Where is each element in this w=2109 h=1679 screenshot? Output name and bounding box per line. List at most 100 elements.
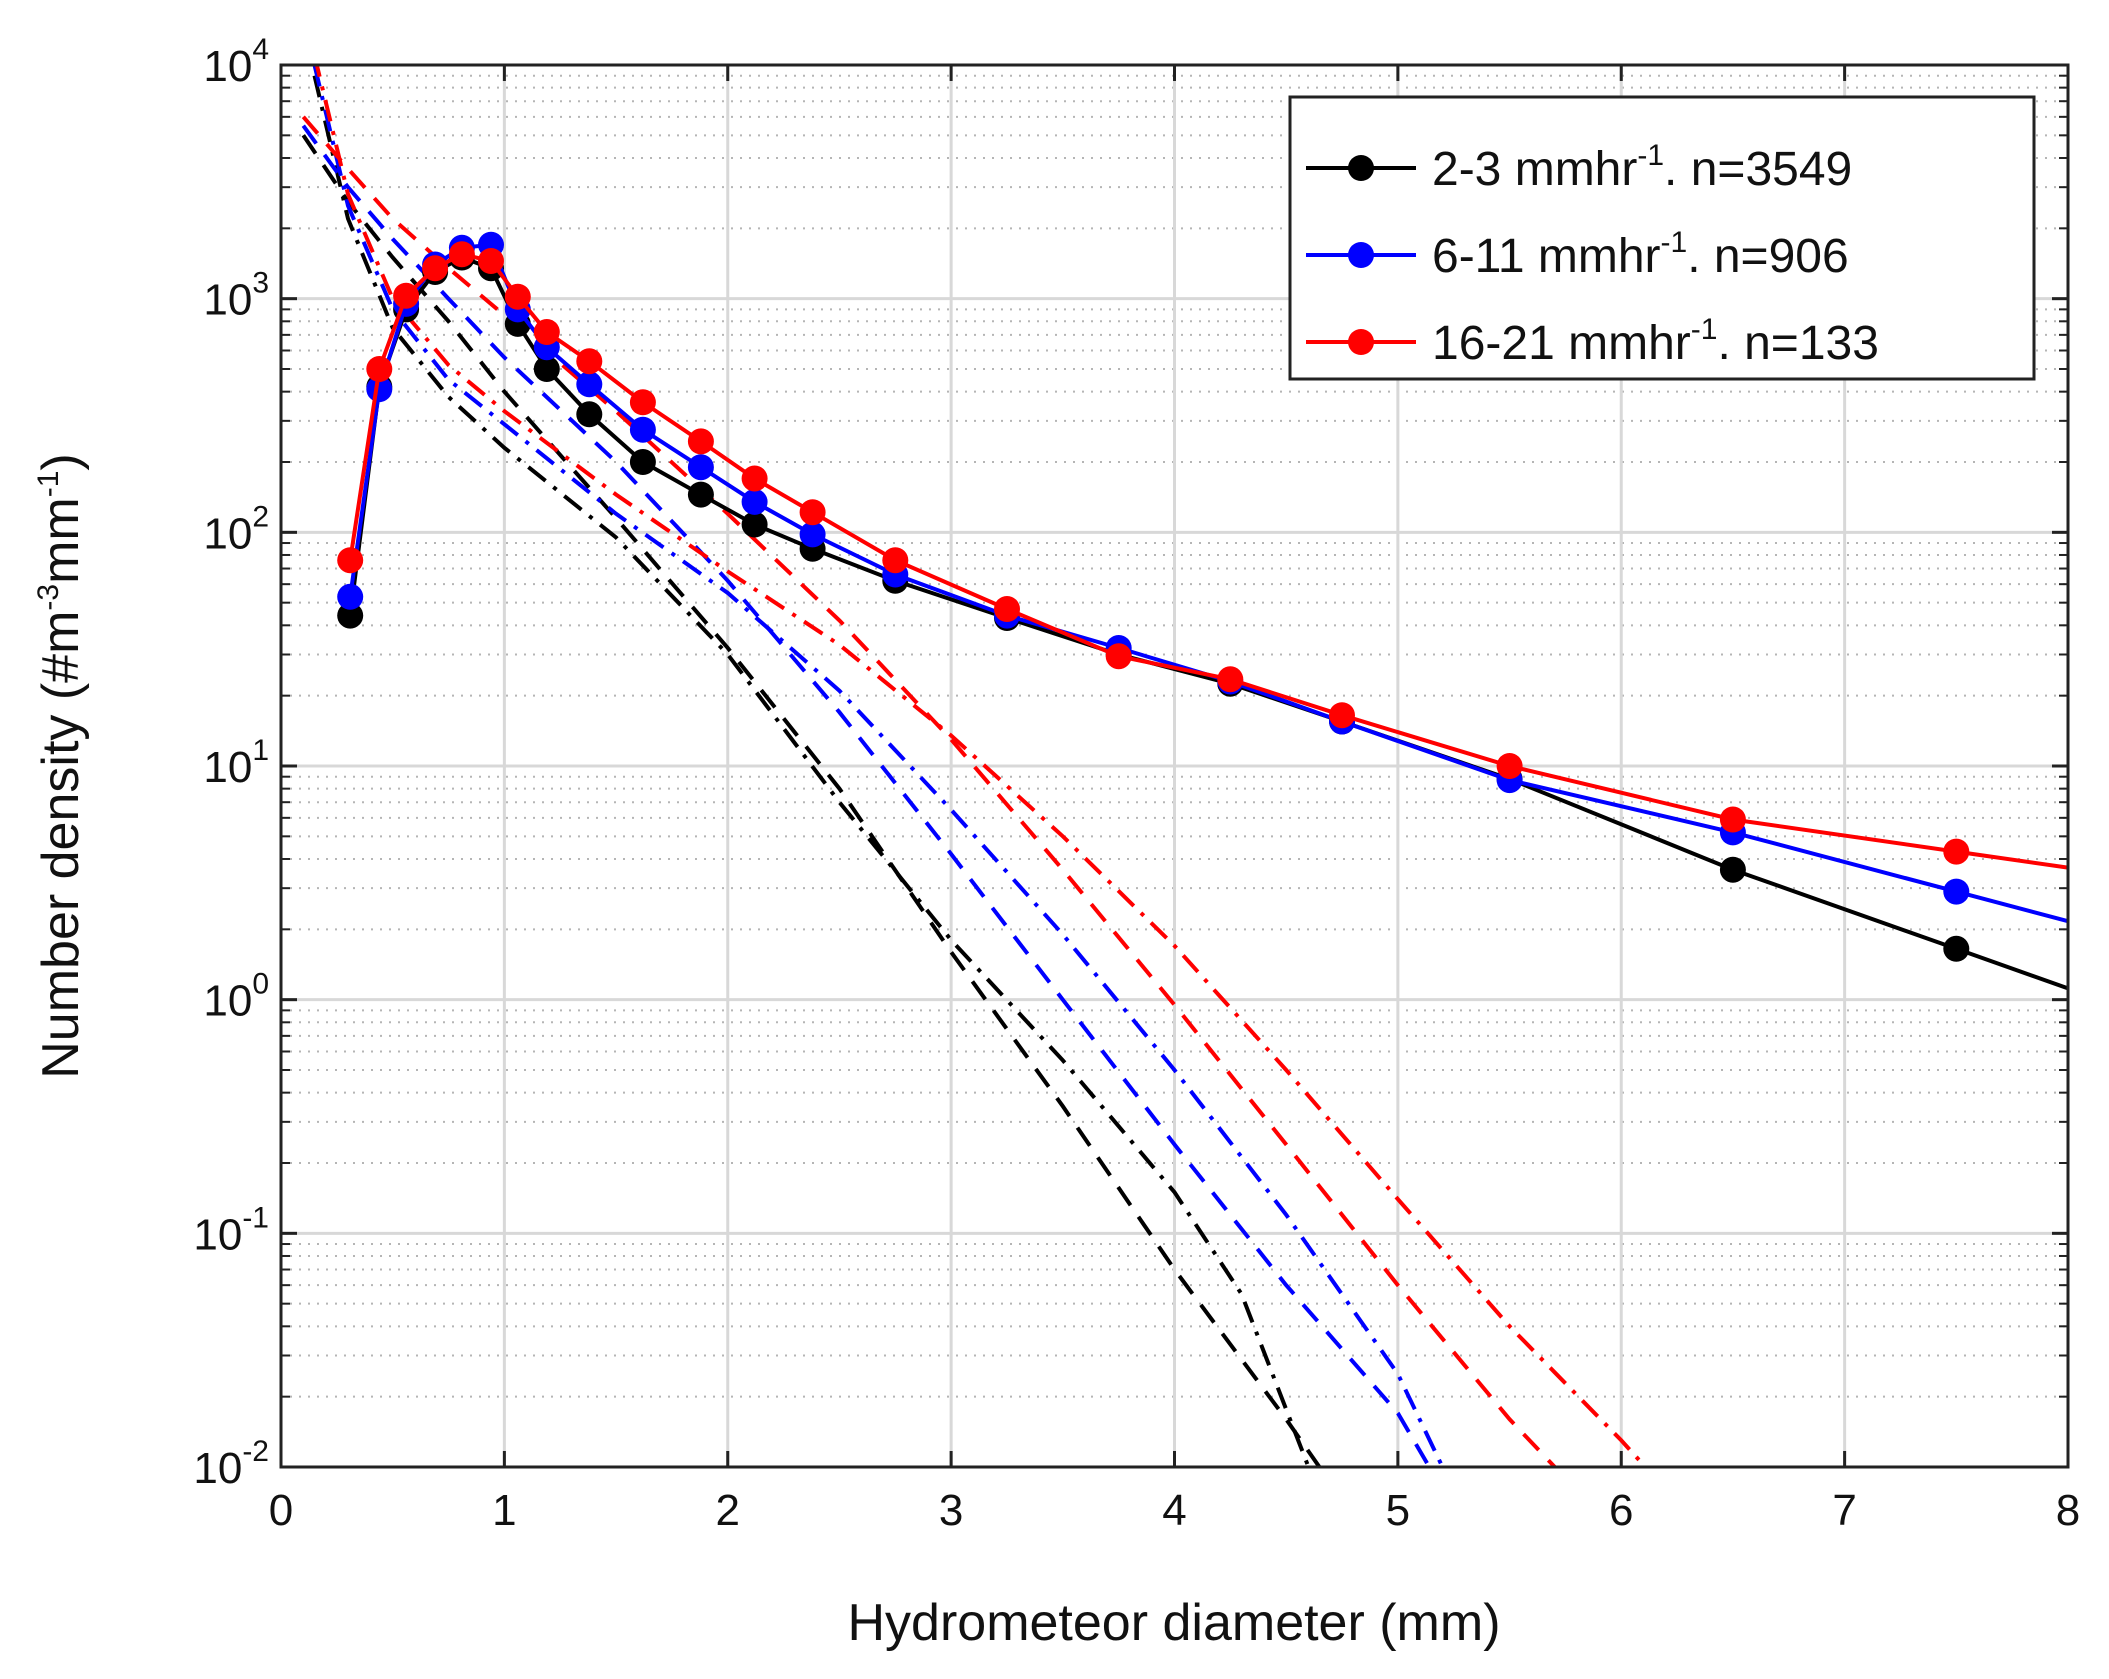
data-point-2	[741, 465, 768, 492]
data-point-0	[741, 511, 768, 538]
data-point-1	[687, 454, 714, 481]
data-point-2	[1943, 838, 1970, 865]
data-point-0	[687, 481, 714, 508]
y-tick-label-base: 10	[193, 1210, 242, 1259]
y-tick-label-base: 10	[193, 1444, 242, 1493]
data-point-2	[504, 283, 531, 310]
data-point-2	[576, 348, 603, 375]
x-tick-label: 0	[269, 1486, 293, 1535]
data-point-2	[799, 499, 826, 526]
legend-marker-0	[1348, 155, 1374, 181]
data-point-2	[1719, 806, 1746, 833]
data-point-0	[1943, 935, 1970, 962]
data-point-2	[1496, 753, 1523, 779]
y-tick-label: 103	[203, 267, 269, 325]
data-point-0	[576, 401, 603, 428]
data-point-0	[533, 356, 560, 382]
legend-label-sup: -1	[1691, 313, 1718, 346]
data-point-2	[422, 255, 449, 282]
data-point-2	[994, 596, 1020, 622]
data-point-2	[448, 241, 475, 268]
data-point-2	[366, 356, 393, 382]
legend-label-1: 6-11 mmhr-1. n=906	[1432, 226, 1849, 283]
y-tick-label: 101	[203, 734, 269, 792]
y-tick-label: 100	[203, 968, 269, 1026]
y-tick-label: 102	[203, 500, 269, 558]
y-tick-label: 104	[203, 33, 269, 91]
data-point-1	[799, 521, 826, 548]
legend-label-2: 16-21 mmhr-1. n=133	[1432, 313, 1879, 370]
data-point-2	[629, 389, 656, 416]
data-point-2	[533, 319, 560, 345]
legend-label-post: . n=906	[1687, 230, 1848, 283]
data-point-0	[1719, 856, 1746, 883]
y-tick-label-exp: -1	[242, 1201, 269, 1234]
y-tick-label-base: 10	[203, 276, 252, 325]
y-tick-label-base: 10	[203, 42, 252, 91]
legend-label-sup: -1	[1661, 226, 1688, 259]
x-axis-title: Hydrometeor diameter (mm)	[847, 1594, 1500, 1652]
legend-marker-2	[1348, 329, 1374, 355]
legend-label-pre: 2-3 mmhr	[1432, 143, 1637, 196]
data-point-2	[478, 248, 504, 274]
legend-label-pre: 16-21 mmhr	[1432, 317, 1691, 370]
y-axis-title-mid: mm	[32, 497, 90, 584]
data-point-2	[1329, 702, 1355, 729]
data-point-1	[576, 371, 603, 398]
data-point-1	[741, 488, 768, 515]
y-axis-title-sup2: -1	[32, 471, 65, 498]
data-point-2	[1217, 666, 1244, 693]
y-axis-title-end: )	[32, 453, 90, 470]
data-point-1	[1943, 878, 1970, 905]
data-point-1	[629, 416, 656, 443]
x-tick-label: 5	[1386, 1486, 1410, 1535]
y-tick-label-base: 10	[203, 977, 252, 1026]
grid	[279, 63, 2070, 1469]
data-point-2	[337, 547, 364, 574]
y-tick-label-exp: -2	[242, 1435, 269, 1468]
series-layer	[301, 65, 2068, 1467]
fit-dashed-line-2	[301, 115, 1558, 1467]
y-tick-label-base: 10	[203, 509, 252, 558]
data-point-2	[882, 547, 909, 574]
y-tick-label: 10-1	[193, 1201, 269, 1259]
y-axis-title-main: Number density (#m	[32, 611, 90, 1079]
y-tick-label: 10-2	[193, 1435, 269, 1493]
x-tick-label: 4	[1162, 1486, 1186, 1535]
series-line-2	[348, 252, 2068, 870]
legend-label-pre: 6-11 mmhr	[1432, 230, 1661, 283]
data-point-2	[687, 428, 714, 455]
x-tick-label: 1	[492, 1486, 516, 1535]
data-point-0	[629, 449, 656, 475]
legend-label-post: . n=133	[1717, 317, 1878, 370]
fit-dashed-line-1	[301, 124, 1432, 1467]
y-tick-label-exp: 0	[252, 968, 269, 1001]
legend-label-sup: -1	[1637, 139, 1664, 172]
y-tick-label-exp: 4	[252, 33, 269, 66]
y-tick-label-exp: 2	[252, 500, 269, 533]
data-point-1	[366, 376, 393, 403]
series-line-1	[348, 242, 2068, 924]
y-tick-label-exp: 3	[252, 267, 269, 300]
fit-dashed-line-0	[301, 134, 1322, 1467]
fit-dashdot-line-1	[312, 65, 1445, 1467]
y-axis-title: Number density (#m-3mm-1)	[32, 453, 90, 1079]
x-tick-label: 8	[2056, 1486, 2080, 1535]
data-point-0	[337, 602, 364, 629]
data-point-2	[1105, 643, 1132, 670]
legend-label-post: . n=3549	[1664, 143, 1852, 196]
x-tick-label: 7	[1832, 1486, 1856, 1535]
x-tick-label: 3	[939, 1486, 963, 1535]
legend-label-0: 2-3 mmhr-1. n=3549	[1432, 139, 1852, 196]
x-tick-label: 6	[1609, 1486, 1633, 1535]
legend-box	[1288, 95, 2036, 381]
legend-marker-1	[1348, 242, 1374, 268]
y-axis-title-sup1: -3	[32, 584, 65, 611]
x-tick-label: 2	[716, 1486, 740, 1535]
y-tick-label-exp: 1	[252, 734, 269, 767]
data-point-2	[393, 282, 420, 309]
data-point-1	[337, 583, 364, 610]
